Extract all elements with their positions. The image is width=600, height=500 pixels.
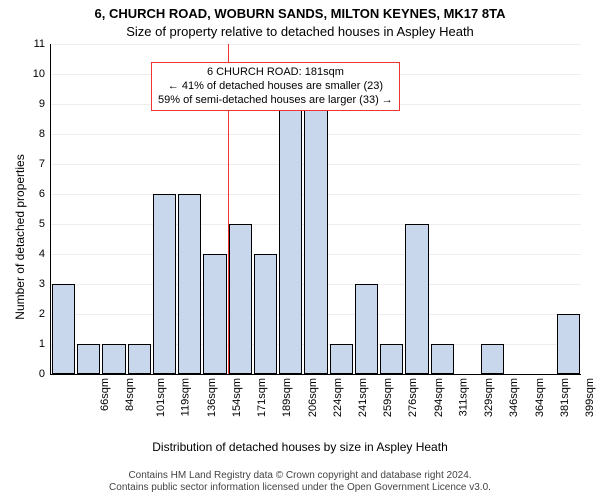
y-tick-label: 8: [39, 128, 51, 140]
x-tick-label: 66sqm: [97, 378, 111, 411]
x-axis-label: Distribution of detached houses by size …: [0, 440, 600, 454]
y-tick-label: 2: [39, 308, 51, 320]
x-tick-label: 364sqm: [532, 378, 546, 417]
bar: [77, 344, 100, 374]
x-tick-label: 119sqm: [178, 378, 192, 416]
y-tick-label: 11: [34, 38, 51, 50]
bar: [557, 314, 580, 374]
chart-container: 6, CHURCH ROAD, WOBURN SANDS, MILTON KEY…: [0, 0, 600, 500]
bar: [355, 284, 378, 374]
y-tick-label: 6: [39, 188, 51, 200]
x-tick-label: 224sqm: [330, 378, 344, 417]
bar: [102, 344, 125, 374]
bar: [405, 224, 428, 374]
bar: [128, 344, 151, 374]
x-tick-label: 171sqm: [254, 378, 268, 417]
annotation-box: 6 CHURCH ROAD: 181sqm ← 41% of detached …: [151, 62, 400, 111]
y-tick-label: 0: [39, 368, 51, 380]
bar: [52, 284, 75, 374]
annotation-line1: 6 CHURCH ROAD: 181sqm: [158, 66, 393, 80]
y-tick-label: 7: [39, 158, 51, 170]
x-tick-label: 84sqm: [122, 378, 136, 411]
y-tick-label: 4: [39, 248, 51, 260]
x-tick-label: 259sqm: [380, 378, 394, 417]
y-tick-label: 9: [39, 98, 51, 110]
bar: [203, 254, 226, 374]
x-tick-label: 346sqm: [507, 378, 521, 417]
x-tick-label: 399sqm: [582, 378, 596, 417]
y-tick-label: 10: [33, 68, 51, 80]
annotation-line3: 59% of semi-detached houses are larger (…: [158, 94, 393, 108]
x-tick-label: 154sqm: [229, 378, 243, 417]
bar: [279, 104, 302, 374]
x-tick-label: 311sqm: [455, 378, 469, 416]
bar: [431, 344, 454, 374]
x-tick-label: 276sqm: [406, 378, 420, 417]
footer: Contains HM Land Registry data © Crown c…: [0, 470, 600, 494]
bar: [153, 194, 176, 374]
y-axis-label: Number of detached properties: [13, 137, 27, 337]
bar: [178, 194, 201, 374]
x-tick-label: 241sqm: [355, 378, 369, 417]
y-tick-label: 3: [39, 278, 51, 290]
footer-line2: Contains public sector information licen…: [0, 482, 600, 494]
footer-line1: Contains HM Land Registry data © Crown c…: [0, 470, 600, 482]
bar: [229, 224, 252, 374]
x-tick-label: 189sqm: [279, 378, 293, 417]
chart-title-line1: 6, CHURCH ROAD, WOBURN SANDS, MILTON KEY…: [0, 6, 600, 21]
bar: [254, 254, 277, 374]
annotation-line2: ← 41% of detached houses are smaller (23…: [158, 80, 393, 94]
y-tick-label: 1: [39, 338, 51, 350]
bar: [380, 344, 403, 374]
bar: [481, 344, 504, 374]
x-tick-label: 381sqm: [557, 378, 571, 417]
y-tick-label: 5: [39, 218, 51, 230]
plot-area: 6 CHURCH ROAD: 181sqm ← 41% of detached …: [50, 44, 581, 375]
x-tick-label: 206sqm: [305, 378, 319, 417]
x-tick-label: 294sqm: [431, 378, 445, 417]
x-tick-label: 136sqm: [204, 378, 218, 417]
bar: [330, 344, 353, 374]
bar: [304, 104, 327, 374]
x-tick-label: 329sqm: [481, 378, 495, 417]
chart-title-line2: Size of property relative to detached ho…: [0, 24, 600, 39]
x-tick-label: 101sqm: [153, 378, 167, 417]
